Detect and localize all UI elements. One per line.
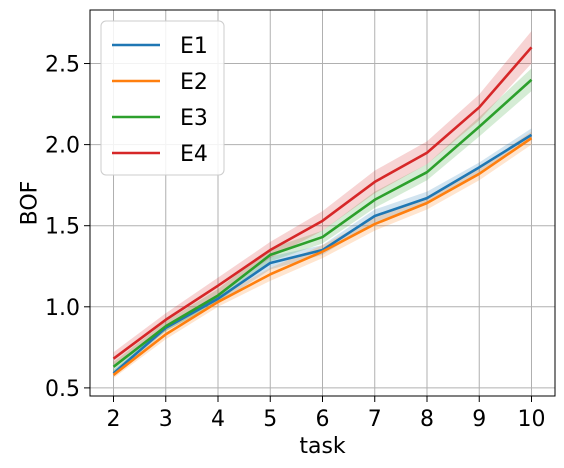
legend-label: E2 bbox=[180, 70, 208, 95]
y-tick-label: 2.5 bbox=[45, 53, 80, 78]
x-tick-label: 9 bbox=[472, 407, 486, 432]
series-line-e2 bbox=[112, 137, 533, 376]
legend-label: E4 bbox=[180, 142, 208, 167]
band-e2 bbox=[113, 131, 532, 379]
legend-box bbox=[100, 20, 225, 176]
grid bbox=[90, 10, 555, 396]
x-tick-label: 2 bbox=[107, 407, 121, 432]
x-tick-label: 7 bbox=[368, 407, 382, 432]
y-axis-label: BOF bbox=[18, 181, 43, 226]
band-e4 bbox=[113, 31, 532, 366]
x-tick-label: 3 bbox=[159, 407, 173, 432]
x-tick-label: 4 bbox=[211, 407, 225, 432]
axis-ticks: 2 3 4 5 6 7 8 9 10 0.5 1.0 1.5 2.0 2.5 bbox=[45, 53, 545, 432]
x-tick-label: 8 bbox=[420, 407, 434, 432]
x-tick-label: 5 bbox=[263, 407, 277, 432]
legend: E1 E2 E3 E4 bbox=[100, 20, 225, 176]
series-line-e4 bbox=[112, 46, 533, 360]
y-tick-label: 0.5 bbox=[45, 377, 80, 402]
y-tick-label: 2.0 bbox=[45, 134, 80, 159]
series-line-e1 bbox=[112, 133, 533, 375]
y-tick-label: 1.5 bbox=[45, 215, 80, 240]
series-lines bbox=[112, 46, 533, 376]
y-tick-label: 1.0 bbox=[45, 296, 80, 321]
x-axis-label: task bbox=[299, 434, 346, 459]
x-tick-label: 6 bbox=[316, 407, 330, 432]
legend-label: E3 bbox=[180, 106, 208, 131]
legend-label: E1 bbox=[180, 34, 208, 59]
x-tick-label: 10 bbox=[517, 407, 545, 432]
series-line-e3 bbox=[112, 78, 533, 368]
